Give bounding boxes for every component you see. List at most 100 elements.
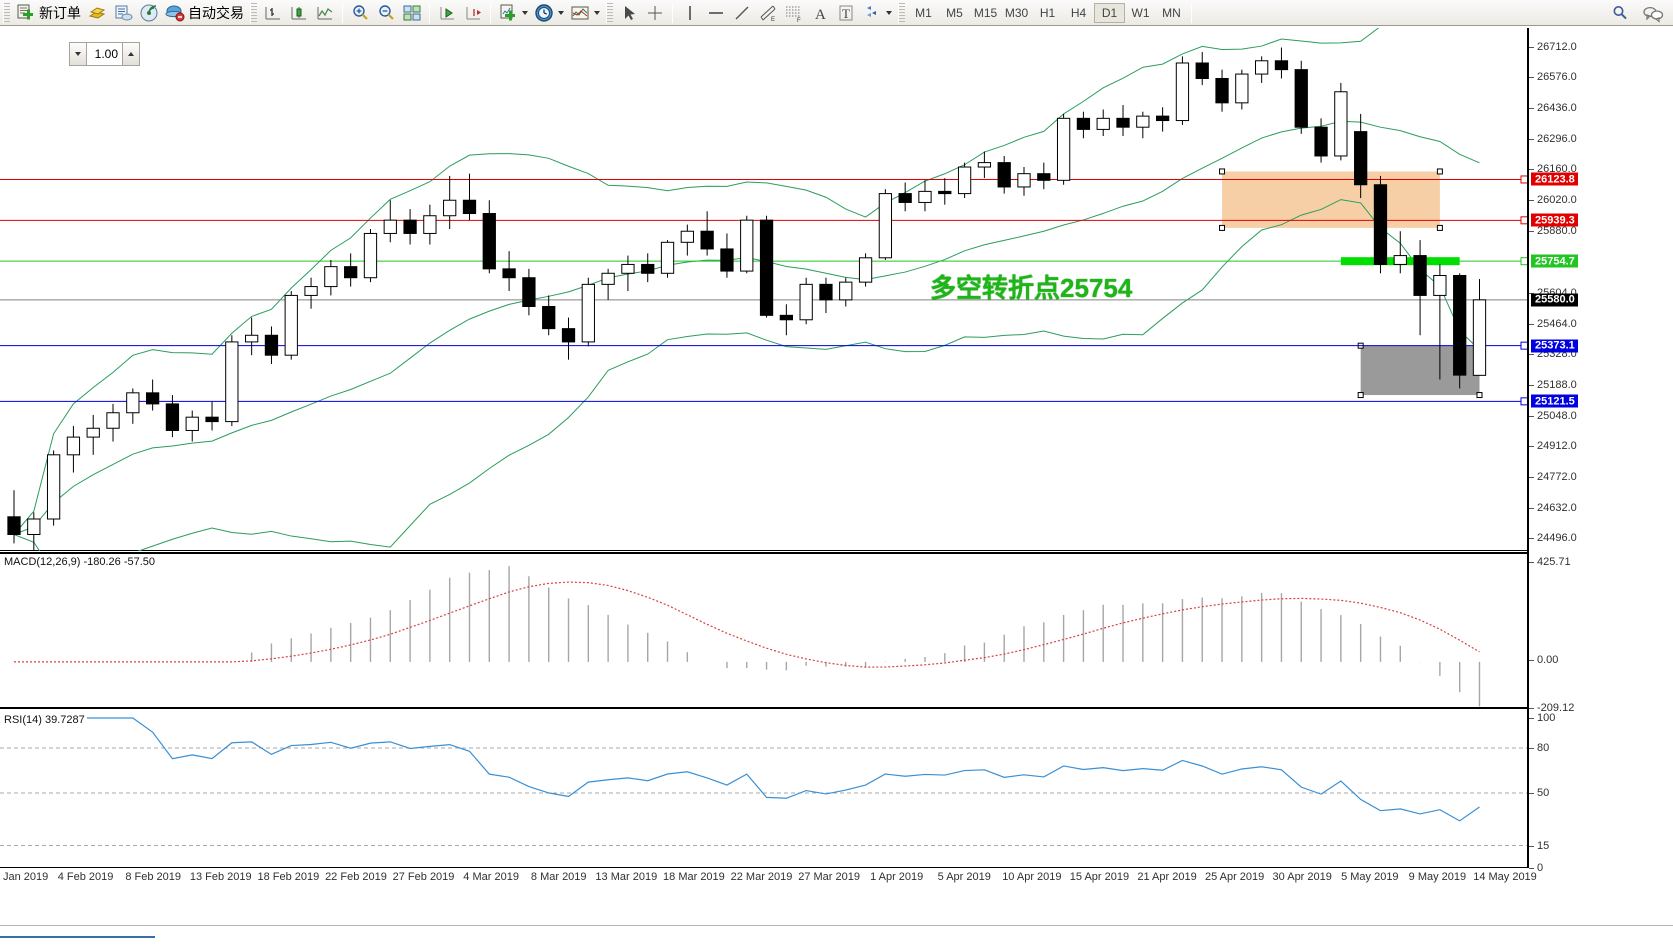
- candle-body-bullish: [126, 392, 140, 414]
- toolbar-grip-2[interactable]: [250, 2, 257, 23]
- chevron-down-icon[interactable]: [594, 10, 600, 15]
- timeframe-m30-button[interactable]: M30: [1004, 5, 1029, 20]
- rsi-chart-canvas[interactable]: [0, 711, 1527, 867]
- price-chart-pane[interactable]: [0, 28, 1527, 551]
- candle-body-bearish: [1314, 126, 1328, 157]
- candle-body-bullish: [66, 436, 81, 456]
- date-axis[interactable]: 30 Jan 2019 4 Feb 2019 8 Feb 2019 13 Feb 20…: [0, 869, 1537, 891]
- volume-increment-button[interactable]: [122, 42, 140, 66]
- chart-shift-button[interactable]: [460, 1, 486, 25]
- expert-advisors-button[interactable]: [84, 1, 110, 25]
- templates-button[interactable]: [567, 1, 603, 25]
- chat-bubbles-icon: [1642, 3, 1664, 23]
- toolbar-grip[interactable]: [3, 2, 10, 23]
- text-a-icon: A: [810, 3, 830, 23]
- crosshair-tool-button[interactable]: [642, 1, 668, 25]
- timeframe-mn-button[interactable]: MN: [1162, 5, 1181, 20]
- volume-decrement-button[interactable]: [69, 42, 87, 66]
- volume-stepper[interactable]: 1.00: [69, 42, 140, 66]
- timeframe-h4-button[interactable]: H4: [1070, 5, 1087, 20]
- price-level-label-resistance[interactable]: 25939.3: [1531, 213, 1578, 227]
- timeframe-m1-button[interactable]: M1: [915, 5, 932, 20]
- candle-body-bullish: [1136, 115, 1150, 128]
- zone-handle[interactable]: [1436, 168, 1443, 175]
- vertical-line-icon: [680, 3, 700, 23]
- toolbar-grip-4[interactable]: [898, 2, 905, 23]
- candle-body-bullish: [878, 193, 893, 259]
- macd-chart-canvas[interactable]: [0, 554, 1527, 707]
- timeframe-group: M1 M5 M15 M30 H1 H4 D1 W1 MN: [908, 2, 1187, 23]
- price-level-label-pivot[interactable]: 25754.7: [1531, 254, 1578, 268]
- search-icon: [1610, 3, 1630, 23]
- macd-indicator-pane[interactable]: [0, 552, 1527, 709]
- tile-windows-button[interactable]: [399, 1, 425, 25]
- candle-body-bearish: [759, 219, 774, 316]
- candle-body-bullish: [1235, 73, 1249, 104]
- date-axis-tick: 15 Apr 2019: [1069, 871, 1130, 883]
- zone-handle[interactable]: [1436, 224, 1443, 231]
- level-line-handle[interactable]: [1520, 397, 1527, 406]
- search-button[interactable]: [1607, 1, 1633, 25]
- zoom-out-button[interactable]: [373, 1, 399, 25]
- equidistant-channel-tool-button[interactable]: E: [755, 1, 781, 25]
- indicators-button[interactable]: [495, 1, 531, 25]
- chat-button[interactable]: [1639, 1, 1665, 25]
- price-level-label-resistance[interactable]: 26123.8: [1531, 172, 1578, 186]
- macd-axis-tick: 425.71: [1529, 556, 1571, 568]
- objects-list-button[interactable]: [859, 1, 895, 25]
- text-tool-button[interactable]: A: [807, 1, 833, 25]
- level-line-handle[interactable]: [1520, 341, 1527, 350]
- bar-chart-button[interactable]: [260, 1, 286, 25]
- zone-handle[interactable]: [1357, 392, 1364, 399]
- timeframe-d1-button[interactable]: D1: [1094, 2, 1125, 23]
- date-axis-tick: 13 Feb 2019: [189, 871, 252, 883]
- chart-annotation-text[interactable]: 多空转折点25754: [930, 273, 1133, 303]
- price-axis-tick: 26296.0: [1529, 133, 1577, 145]
- zoom-in-button[interactable]: [347, 1, 373, 25]
- autotrading-button[interactable]: 自动交易: [162, 1, 247, 25]
- chart-tab-active[interactable]: [0, 936, 155, 950]
- data-window-button[interactable]: [110, 1, 136, 25]
- resistance-zone[interactable]: [1222, 171, 1440, 228]
- auto-scroll-button[interactable]: [434, 1, 460, 25]
- new-order-button[interactable]: 新订单: [13, 1, 84, 25]
- price-chart-canvas[interactable]: [0, 28, 1527, 551]
- vertical-line-tool-button[interactable]: [677, 1, 703, 25]
- volume-input[interactable]: 1.00: [87, 42, 122, 66]
- price-level-label-support[interactable]: 25121.5: [1531, 394, 1578, 408]
- chevron-down-icon[interactable]: [886, 10, 892, 15]
- rsi-label: RSI(14) 39.7287: [2, 714, 87, 726]
- zone-handle[interactable]: [1476, 392, 1483, 399]
- line-chart-button[interactable]: [312, 1, 338, 25]
- period-button[interactable]: [531, 1, 567, 25]
- price-level-label-last-price[interactable]: 25580.0: [1531, 293, 1578, 307]
- timeframe-m5-button[interactable]: M5: [946, 5, 963, 20]
- timeframe-w1-button[interactable]: W1: [1131, 5, 1150, 20]
- navigator-button[interactable]: [136, 1, 162, 25]
- cursor-tool-button[interactable]: [616, 1, 642, 25]
- level-line-handle[interactable]: [1520, 175, 1527, 184]
- timeframe-m15-button[interactable]: M15: [973, 5, 998, 20]
- timeframe-h1-button[interactable]: H1: [1039, 5, 1056, 20]
- candle-body-bullish: [1096, 117, 1110, 130]
- label-tool-button[interactable]: T: [833, 1, 859, 25]
- toolbar-grip-3[interactable]: [606, 2, 613, 23]
- chevron-down-icon[interactable]: [522, 10, 528, 15]
- rsi-axis-tick: 100: [1529, 712, 1555, 724]
- horizontal-line-tool-button[interactable]: [703, 1, 729, 25]
- zone-handle[interactable]: [1219, 224, 1226, 231]
- candlestick-chart-button[interactable]: [286, 1, 312, 25]
- rsi-indicator-pane[interactable]: [0, 711, 1527, 868]
- candle-body-bullish: [284, 294, 298, 356]
- toolbar-separator-5: [1191, 2, 1192, 23]
- level-line-handle[interactable]: [1520, 257, 1527, 266]
- trendline-tool-button[interactable]: [729, 1, 755, 25]
- chevron-down-icon[interactable]: [558, 10, 564, 15]
- zone-handle[interactable]: [1219, 168, 1226, 175]
- price-level-label-support[interactable]: 25373.1: [1531, 339, 1578, 353]
- fibonacci-tool-button[interactable]: F: [781, 1, 807, 25]
- date-axis-tick: 27 Mar 2019: [798, 871, 860, 883]
- level-line-handle[interactable]: [1520, 216, 1527, 225]
- candle-body-bullish: [106, 412, 120, 429]
